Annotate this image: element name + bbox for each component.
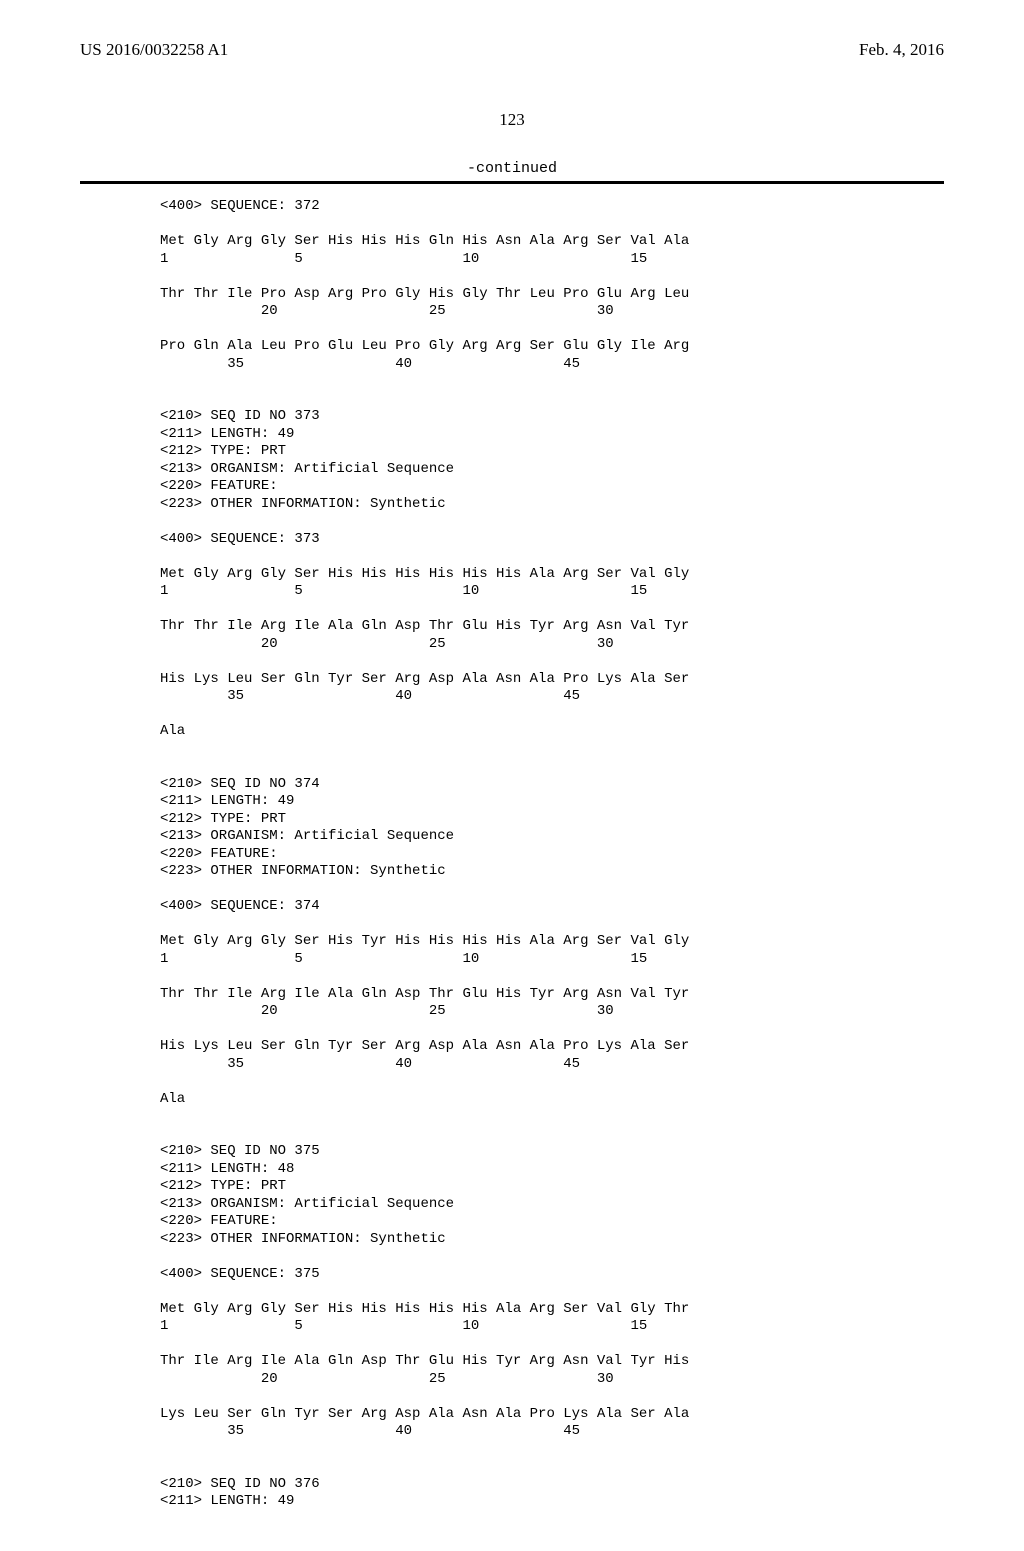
publication-date: Feb. 4, 2016	[859, 40, 944, 60]
publication-number: US 2016/0032258 A1	[80, 40, 228, 60]
divider	[80, 181, 944, 184]
page-number: 123	[80, 110, 944, 130]
continued-label: -continued	[80, 160, 944, 177]
sequence-listing: <400> SEQUENCE: 372 Met Gly Arg Gly Ser …	[160, 198, 944, 1511]
patent-page: US 2016/0032258 A1 Feb. 4, 2016 123 -con…	[0, 0, 1024, 1551]
page-header: US 2016/0032258 A1 Feb. 4, 2016	[80, 40, 944, 60]
